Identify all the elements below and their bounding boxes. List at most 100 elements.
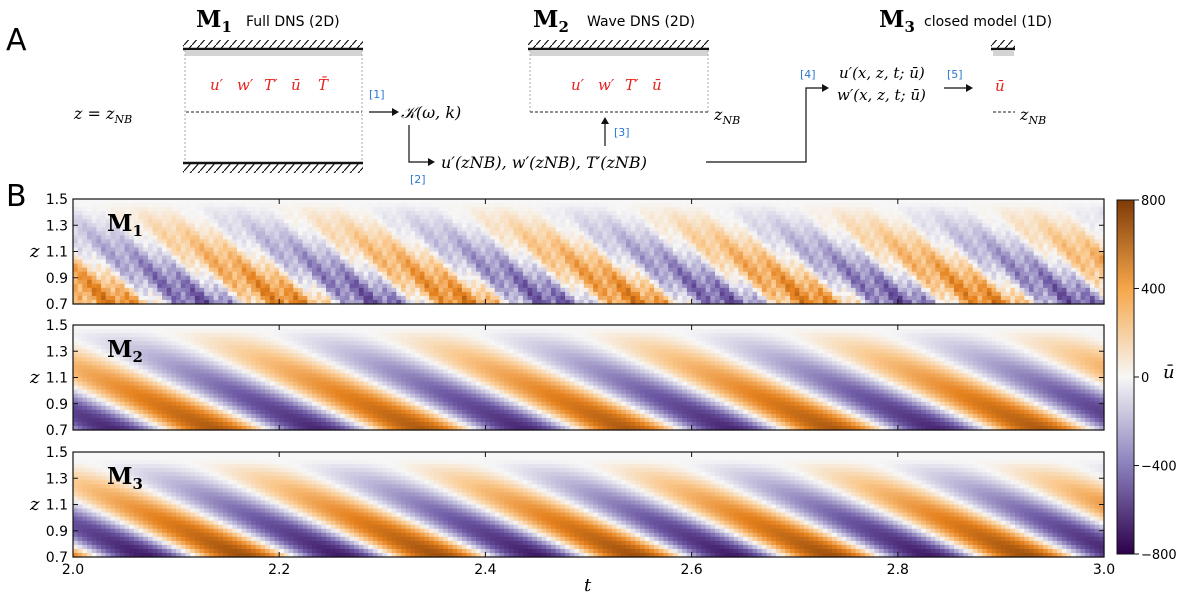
heatmap-cell <box>260 256 265 261</box>
heatmap-cell <box>279 268 284 273</box>
heatmap-cell <box>635 284 640 289</box>
heatmap-cell <box>617 207 622 212</box>
heatmap-cell <box>424 203 429 208</box>
heatmap-cell <box>776 207 781 212</box>
heatmap-cell <box>312 247 317 252</box>
heatmap-cell <box>485 288 490 293</box>
heatmap-cell <box>260 215 265 220</box>
heatmap-cell <box>574 247 579 252</box>
heatmap-cell <box>837 252 842 257</box>
heatmap-cell <box>134 239 139 244</box>
heatmap-cell <box>879 199 884 204</box>
heatmap-cell <box>410 203 415 208</box>
heatmap-cell <box>617 296 622 301</box>
heatmap-cell <box>682 256 687 261</box>
heatmap-cell <box>528 276 533 281</box>
heatmap-cell <box>495 223 500 228</box>
heatmap-cell <box>715 203 720 208</box>
heatmap-cell <box>743 223 748 228</box>
heatmap-cell <box>106 247 111 252</box>
heatmap-cell <box>654 260 659 265</box>
heatmap-cell <box>729 264 734 269</box>
heatmap-cell <box>485 247 490 252</box>
heatmap-cell <box>223 280 228 285</box>
heatmap-cell <box>509 296 514 301</box>
heatmap-cell <box>514 203 519 208</box>
heatmap-cell <box>457 235 462 240</box>
heatmap-cell <box>237 215 242 220</box>
heatmap-cell <box>401 272 406 277</box>
heatmap-cell <box>931 199 936 204</box>
heatmap-cell <box>326 272 331 277</box>
heatmap-cell <box>621 260 626 265</box>
heatmap-cell <box>598 203 603 208</box>
heatmap-cell <box>148 243 153 248</box>
heatmap-cell <box>195 264 200 269</box>
heatmap-cell <box>748 203 753 208</box>
heatmap-cell <box>884 223 889 228</box>
heatmap-cell <box>589 215 594 220</box>
heatmap-cell <box>598 252 603 257</box>
heatmap-cell <box>898 260 903 265</box>
heatmap-cell <box>813 215 818 220</box>
heatmap-cell <box>162 207 167 212</box>
heatmap-cell <box>420 239 425 244</box>
heatmap-cell <box>439 203 444 208</box>
heatmap-cell <box>312 252 317 257</box>
heatmap-cell <box>603 239 608 244</box>
heatmap-cell <box>251 296 256 301</box>
heatmap-cell <box>242 211 247 216</box>
heatmap-cell <box>110 284 115 289</box>
heatmap-cell <box>931 272 936 277</box>
heatmap-cell <box>270 247 275 252</box>
heatmap-cell <box>626 203 631 208</box>
heatmap-cell <box>706 235 711 240</box>
heatmap-cell <box>256 288 261 293</box>
heatmap-cell <box>523 272 528 277</box>
heatmap-cell <box>898 276 903 281</box>
heatmap-cell <box>485 256 490 261</box>
heatmap-cell <box>884 207 889 212</box>
heatmap-cell <box>767 292 772 297</box>
heatmap-cell <box>757 231 762 236</box>
heatmap-cell <box>556 227 561 232</box>
heatmap-cell <box>420 256 425 261</box>
heatmap-cell <box>232 252 237 257</box>
heatmap-cell <box>157 215 162 220</box>
heatmap-cell <box>598 211 603 216</box>
heatmap-cell <box>195 280 200 285</box>
heatmap-cell <box>926 203 931 208</box>
heatmap-cell <box>912 288 917 293</box>
heatmap-cell <box>743 276 748 281</box>
heatmap-cell <box>828 227 833 232</box>
heatmap-cell <box>373 252 378 257</box>
heatmap-cell <box>279 292 284 297</box>
heatmap-cell <box>115 243 120 248</box>
heatmap-cell <box>256 223 261 228</box>
heatmap-cell <box>246 199 251 204</box>
heatmap-cell <box>743 211 748 216</box>
heatmap-cell <box>926 284 931 289</box>
heatmap-cell <box>368 207 373 212</box>
heatmap-cell <box>73 239 78 244</box>
heatmap-cell <box>659 296 664 301</box>
heatmap-cell <box>153 260 158 265</box>
heatmap-cell <box>874 256 879 261</box>
heatmap-cell <box>692 280 697 285</box>
heatmap-cell <box>804 227 809 232</box>
heatmap-cell <box>279 243 284 248</box>
heatmap-cell <box>813 256 818 261</box>
heatmap-cell <box>218 243 223 248</box>
heatmap-cell <box>232 235 237 240</box>
heatmap-cell <box>453 219 458 224</box>
heatmap-cell <box>275 252 280 257</box>
heatmap-cell <box>237 272 242 277</box>
heatmap-cell <box>396 211 401 216</box>
heatmap-cell <box>218 296 223 301</box>
heatmap-cell <box>743 203 748 208</box>
heatmap-cell <box>382 264 387 269</box>
heatmap-cell <box>926 215 931 220</box>
heatmap-cell <box>584 231 589 236</box>
heatmap-cell <box>729 252 734 257</box>
heatmap-cell <box>78 288 83 293</box>
